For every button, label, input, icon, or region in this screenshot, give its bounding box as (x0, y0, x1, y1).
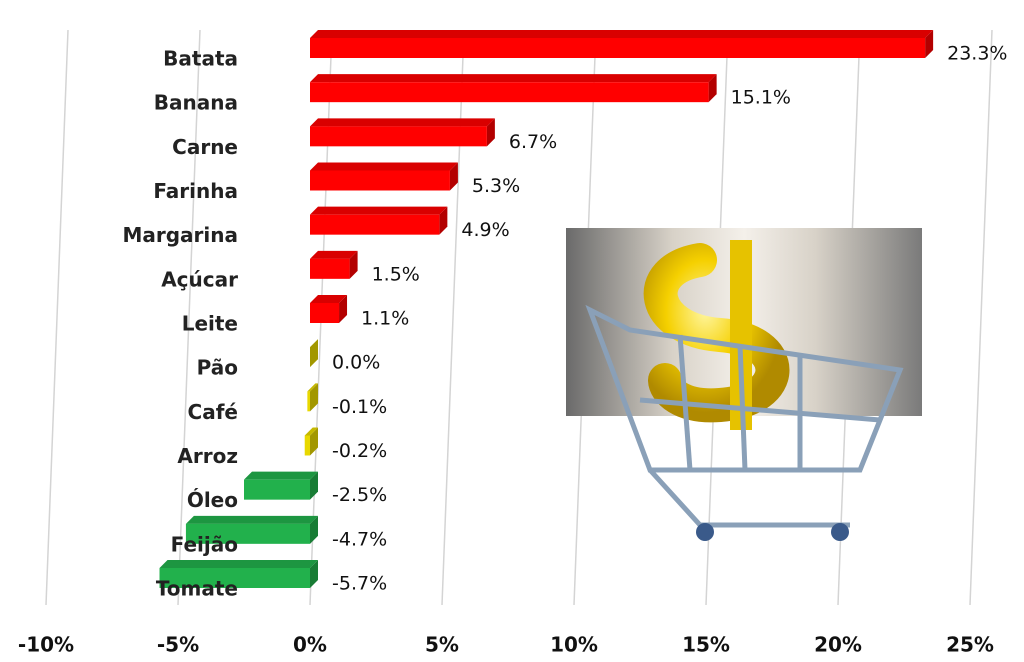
category-label: Leite (182, 312, 238, 336)
x-tick-label: 5% (425, 633, 459, 657)
x-tick-label: 10% (550, 633, 598, 657)
category-label: Margarina (122, 223, 238, 247)
value-label: -2.5% (332, 484, 387, 506)
bar-top (310, 30, 933, 38)
cart-image (566, 228, 922, 541)
x-tick-label: 0% (293, 633, 327, 657)
x-tick-label: -5% (157, 633, 199, 657)
bar (310, 82, 709, 102)
x-tick-label: 15% (682, 633, 730, 657)
category-label: Carne (172, 135, 238, 159)
wheel (831, 523, 849, 541)
bar (310, 171, 450, 191)
grid-line (442, 30, 464, 605)
bar (307, 391, 310, 411)
value-label: -0.1% (332, 396, 387, 418)
category-label: Tomate (156, 577, 238, 601)
value-label: -5.7% (332, 573, 387, 595)
wheel (696, 523, 714, 541)
x-tick-label: 20% (814, 633, 862, 657)
bar-top (160, 560, 318, 568)
chart: -10% -5% 0% 5% 10% 15% 20% 25% Batata 23.3% Banan… (0, 0, 1024, 662)
bar (310, 303, 339, 323)
x-tick-label: -10% (18, 633, 74, 657)
bar-side (310, 339, 318, 367)
category-label: Pão (197, 356, 238, 380)
value-label: -0.2% (332, 440, 387, 462)
bar (310, 126, 487, 146)
x-tick-label: 25% (946, 633, 994, 657)
bar (310, 215, 439, 235)
category-label: Farinha (153, 179, 238, 203)
value-label: -4.7% (332, 528, 387, 550)
bar (305, 436, 310, 456)
grid-line (46, 30, 68, 605)
bar-top (244, 472, 318, 480)
bar (244, 480, 310, 500)
bar-top (310, 74, 717, 82)
bar-top (310, 118, 495, 126)
value-label: 1.5% (372, 263, 420, 285)
value-label: 23.3% (947, 43, 1007, 65)
bar-top (310, 163, 458, 171)
category-label: Feijão (171, 532, 238, 556)
value-label: 15.1% (731, 87, 791, 109)
value-label: 6.7% (509, 131, 557, 153)
bar-top (186, 516, 318, 524)
value-label: 0.0% (332, 352, 380, 374)
bar (310, 38, 925, 58)
value-label: 1.1% (361, 308, 409, 330)
bar-top (310, 251, 358, 259)
category-label: Batata (163, 47, 238, 71)
bar (310, 259, 350, 279)
category-label: Café (188, 400, 238, 424)
value-label: 4.9% (461, 219, 509, 241)
value-label: 5.3% (472, 175, 520, 197)
category-label: Óleo (187, 488, 238, 512)
grid-line (970, 30, 992, 605)
category-label: Arroz (177, 444, 238, 468)
category-label: Açúcar (161, 267, 238, 291)
bar-top (310, 207, 447, 215)
category-label: Banana (154, 91, 238, 115)
